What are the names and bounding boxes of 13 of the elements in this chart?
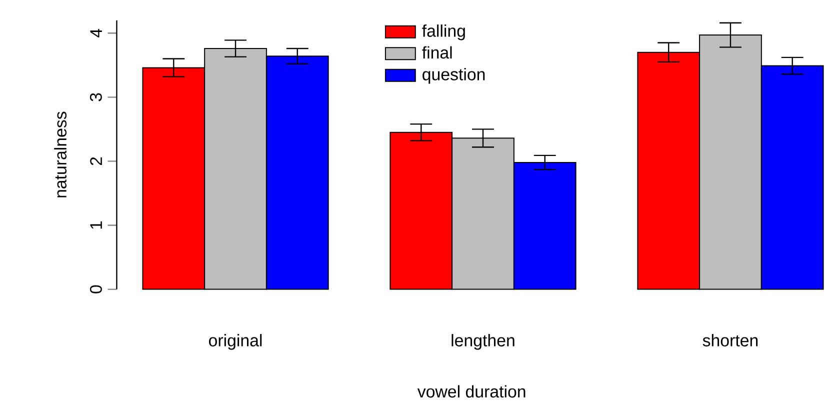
y-tick-label: 0 [90, 285, 102, 294]
legend-label: final [422, 46, 452, 59]
x-tick-label: original [209, 334, 262, 350]
y-tick-label: 4 [90, 28, 102, 38]
x-tick-label: lengthen [452, 334, 514, 350]
y-tick-label: 3 [90, 93, 102, 102]
legend-label: falling [422, 24, 465, 40]
y-axis-title: naturalness [54, 112, 67, 198]
legend-label: question [422, 68, 485, 84]
y-tick-label: 2 [90, 157, 102, 166]
x-axis-title: vowel duration [417, 385, 526, 398]
y-tick-label: 1 [90, 221, 102, 229]
x-tick-label: shorten [702, 334, 758, 346]
